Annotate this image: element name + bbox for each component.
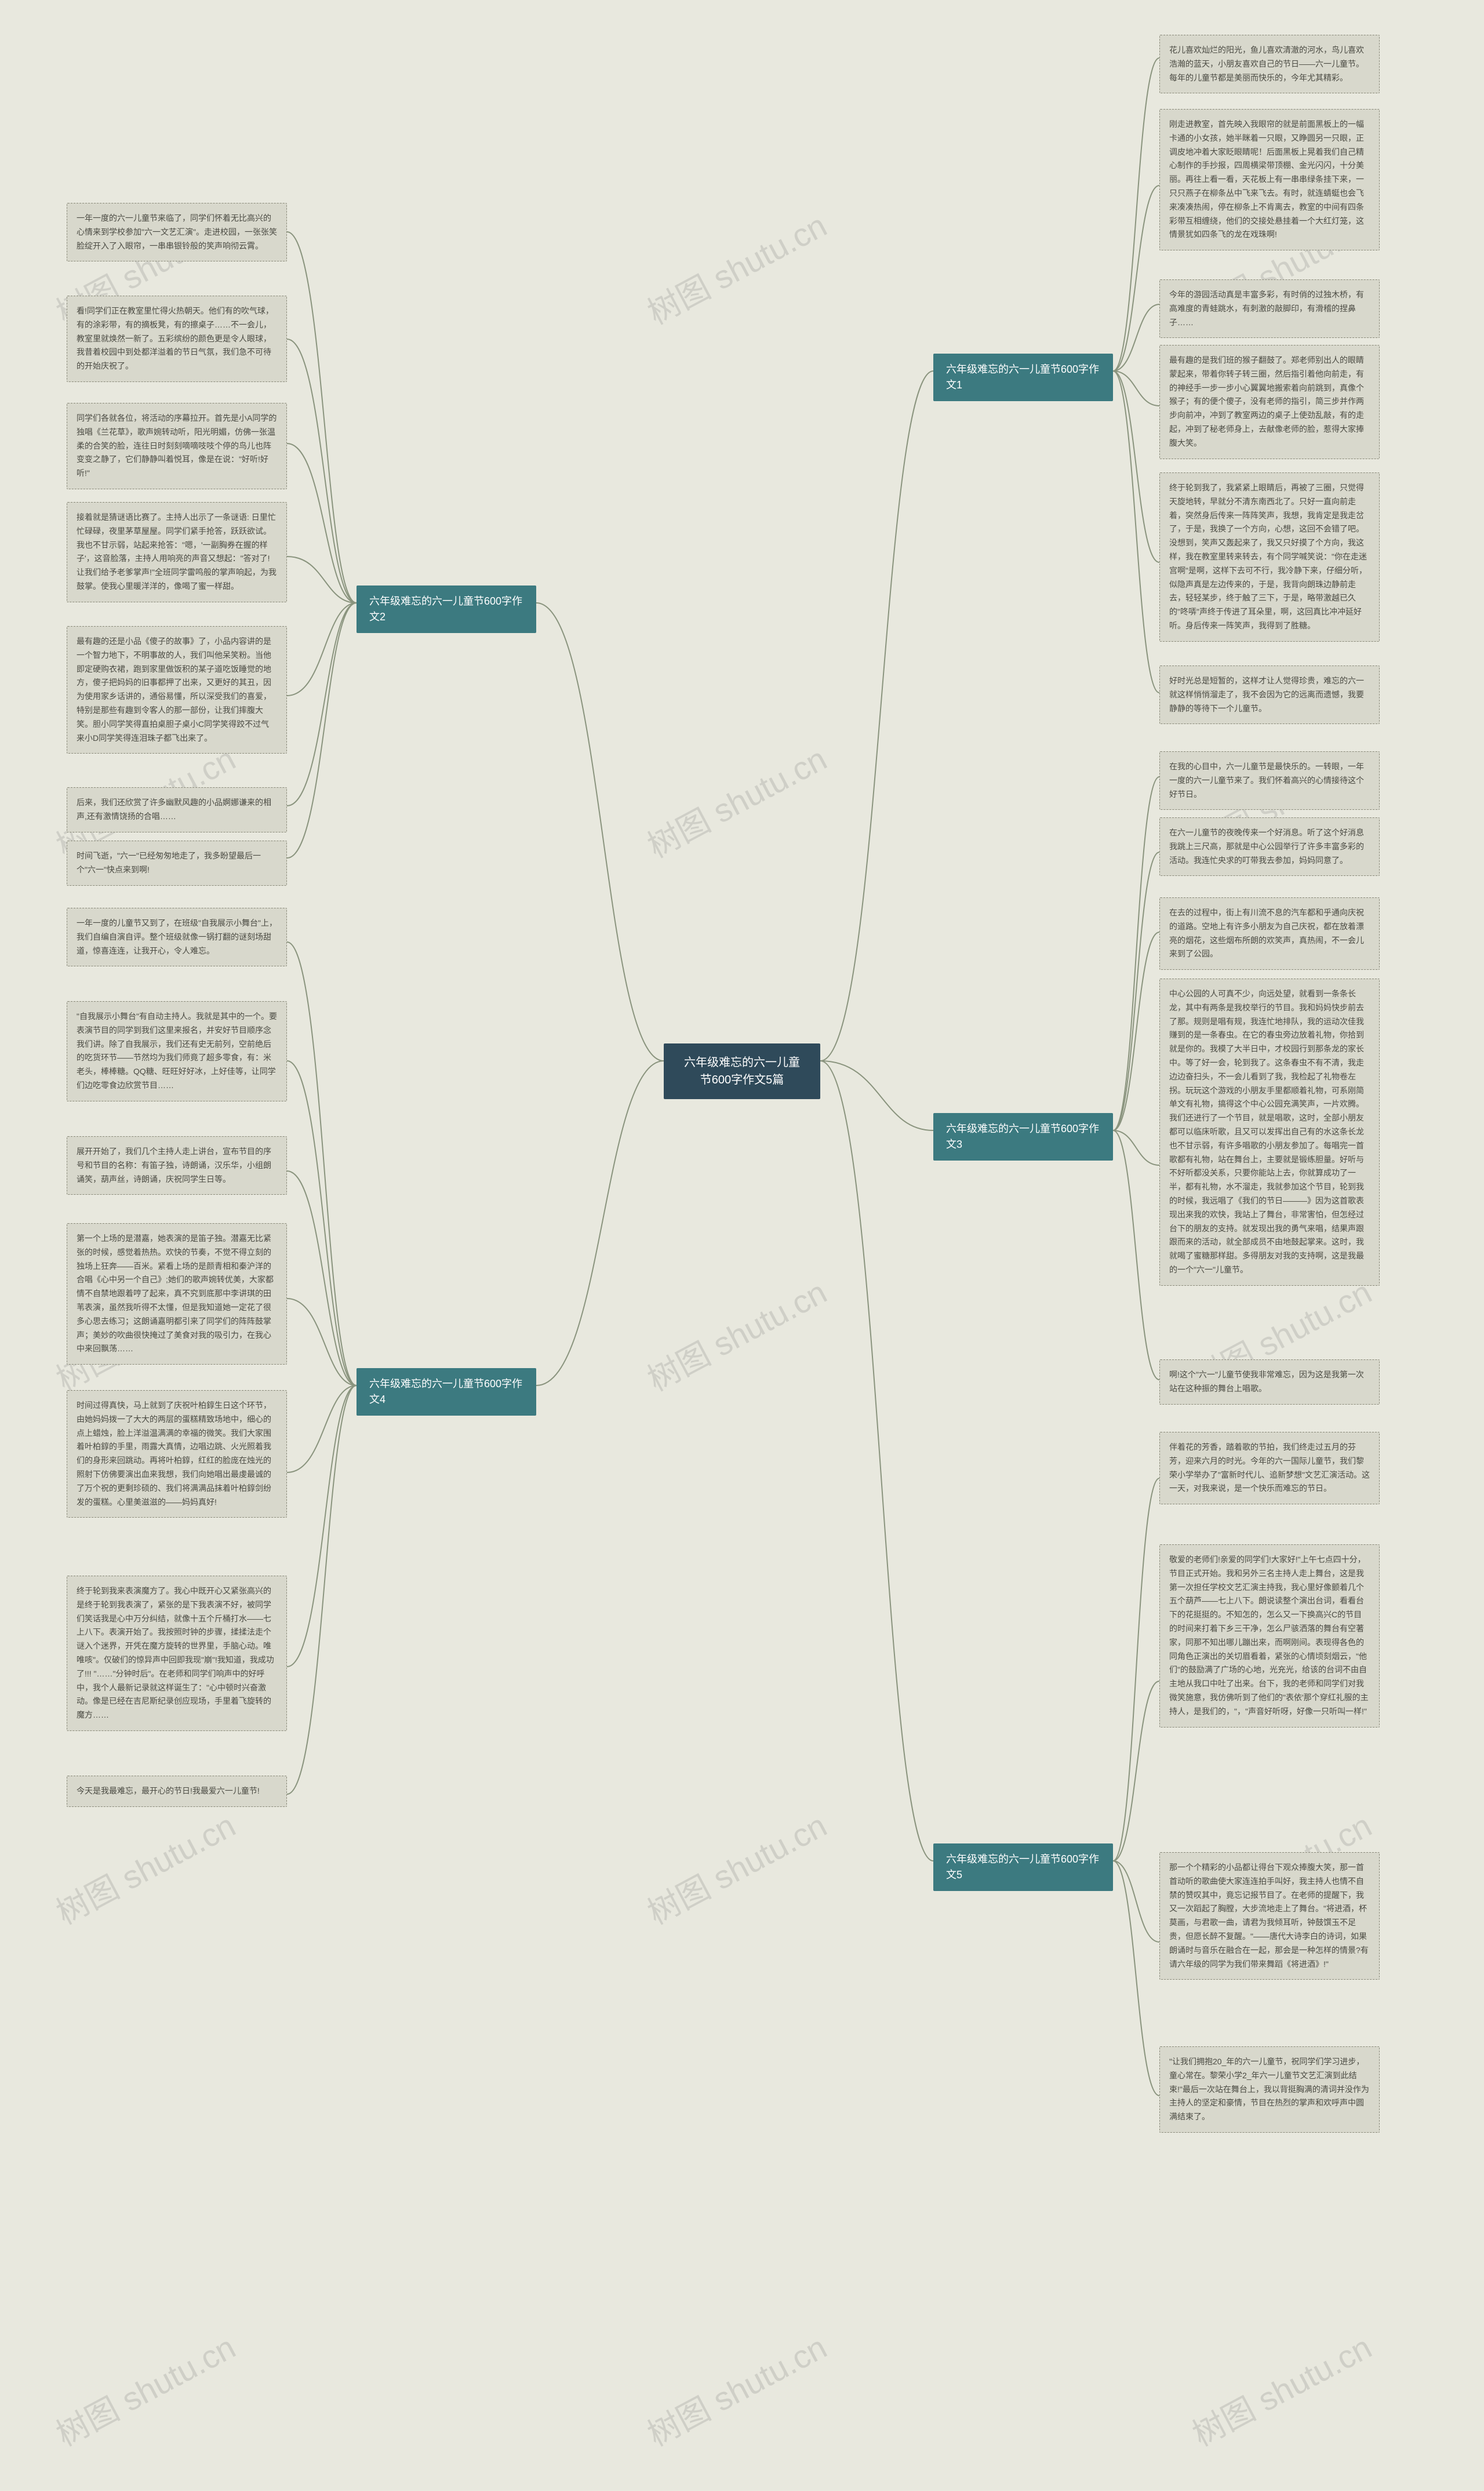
leaf-node: "自我展示小舞台"有自动主持人。我就是其中的一个。要表演节目的同学到我们这里来报…	[67, 1001, 287, 1101]
leaf-node: 展开开始了，我们几个主持人走上讲台，宣布节目的序号和节目的名称：有笛子独，诗朗诵…	[67, 1136, 287, 1195]
leaf-node: 最有趣的还是小品《傻子的故事》了，小品内容讲的是一个智力地下，不明事故的人，我们…	[67, 626, 287, 754]
branch-node: 六年级难忘的六一儿童节600字作文1	[933, 354, 1113, 401]
leaf-node: 在我的心目中，六一儿童节是最快乐的。一转眼，一年一度的六一儿童节来了。我们怀着高…	[1159, 751, 1380, 810]
leaf-node: 在去的过程中，街上有川流不息的汽车都和乎通向庆祝的道路。空地上有许多小朋友为自己…	[1159, 897, 1380, 970]
watermark: 树图 shutu.cn	[638, 1800, 834, 1934]
watermark: 树图 shutu.cn	[638, 733, 834, 867]
leaf-node: 敬爱的老师们!亲爱的同学们!大家好!"上午七点四十分，节目正式开始。我和另外三名…	[1159, 1544, 1380, 1728]
leaf-node: 伴着花的芳香，踏着歌的节拍，我们终走过五月的芬芳，迎来六月的时光。今年的六一国际…	[1159, 1432, 1380, 1504]
leaf-node: 接着就是猜谜语比赛了。主持人出示了一条谜语: 日里忙忙碌碌，夜里茅草屋屋。同学们…	[67, 502, 287, 602]
leaf-node: 一年一度的儿童节又到了，在班级"自我展示小舞台"上，我们自编自演自评。整个班级就…	[67, 908, 287, 966]
leaf-node: 时间过得真快，马上就到了庆祝叶柏錞生日这个环节，由她妈妈拨一了大大的两层的蛋糕精…	[67, 1390, 287, 1518]
branch-node: 六年级难忘的六一儿童节600字作文5	[933, 1843, 1113, 1891]
branch-node: 六年级难忘的六一儿童节600字作文3	[933, 1113, 1113, 1161]
center-node: 六年级难忘的六一儿童节600字作文5篇	[664, 1043, 820, 1099]
watermark: 树图 shutu.cn	[1183, 2322, 1379, 2456]
branch-node: 六年级难忘的六一儿童节600字作文2	[357, 586, 536, 633]
leaf-node: 好时光总是短暂的，这样才让人觉得珍贵，难忘的六一就这样悄悄溜走了，我不会因为它的…	[1159, 666, 1380, 724]
leaf-node: 今天是我最难忘，最开心的节日!我最爱六一儿童节!	[67, 1776, 287, 1807]
leaf-node: 最有趣的是我们班的猴子翻鼓了。郑老师别出人的眼睛蒙起来，带着你转子转三圈，然后指…	[1159, 345, 1380, 459]
leaf-node: 时间飞逝，"六一"已经匆匆地走了，我多盼望最后一个"六一"快点来到啊!	[67, 841, 287, 886]
leaf-node: 同学们各就各位，将活动的序幕拉开。首先是小A同学的独唱《兰花草》，歌声婉转动听，…	[67, 403, 287, 489]
leaf-node: 终于轮到我了，我紧紧上眼睛后，再被了三圈，只觉得天旋地转，早就分不清东南西北了。…	[1159, 472, 1380, 642]
leaf-node: 啊!这个"六一"儿童节使我非常难忘，因为这是我第一次站在这种振的舞台上唱歌。	[1159, 1359, 1380, 1405]
leaf-node: 中心公园的人可真不少，向远处望，就看到一条条长龙，其中有两条是我校举行的节目。我…	[1159, 979, 1380, 1286]
leaf-node: 在六一儿童节的夜晚传来一个好消息。听了这个好消息我跳上三尺高，那就是中心公园举行…	[1159, 817, 1380, 876]
branch-node: 六年级难忘的六一儿童节600字作文4	[357, 1368, 536, 1416]
leaf-node: 刚走进教室，首先映入我眼帘的就是前面黑板上的一幅卡通的小女孩，她半眯着一只眼，又…	[1159, 109, 1380, 250]
leaf-node: 第一个上场的是潜嘉，她表演的是笛子独。潜嘉无比紧张的时候，感觉着热热。欢快的节奏…	[67, 1223, 287, 1365]
leaf-node: "让我们拥抱20_年的六一儿童节，祝同学们学习进步，童心常在。黎荣小学2_年六一…	[1159, 2046, 1380, 2133]
leaf-node: 一年一度的六一儿童节来临了，同学们怀着无比高兴的心情来到学校参加"六一文艺汇演"…	[67, 203, 287, 261]
watermark: 树图 shutu.cn	[47, 1800, 243, 1934]
leaf-node: 花儿喜欢灿烂的阳光，鱼儿喜欢清澈的河水，鸟儿喜欢浩瀚的蓝天，小朋友喜欢自己的节日…	[1159, 35, 1380, 93]
leaf-node: 看!同学们正在教室里忙得火热朝天。他们有的吹气球，有的涂彩带，有的摘板凳，有的擦…	[67, 296, 287, 382]
leaf-node: 今年的游园活动真是丰富多彩，有时俏的过独木桥，有高难度的青蛙跳水，有刺激的敲脚印…	[1159, 279, 1380, 338]
watermark: 树图 shutu.cn	[638, 2322, 834, 2456]
leaf-node: 那一个个精彩的小品都让得台下观众捧腹大笑，那一首首动听的歌曲使大家连连拍手叫好，…	[1159, 1852, 1380, 1980]
watermark: 树图 shutu.cn	[638, 1267, 834, 1401]
leaf-node: 后来，我们还欣赏了许多幽默风趣的小品婀娜谦来的相声,还有激情饶扬的合唱……	[67, 787, 287, 832]
leaf-node: 终于轮到我来表演魔方了。我心中既开心又紧张高兴的是终于轮到我表演了，紧张的是下我…	[67, 1576, 287, 1731]
watermark: 树图 shutu.cn	[47, 2322, 243, 2456]
watermark: 树图 shutu.cn	[638, 200, 834, 334]
